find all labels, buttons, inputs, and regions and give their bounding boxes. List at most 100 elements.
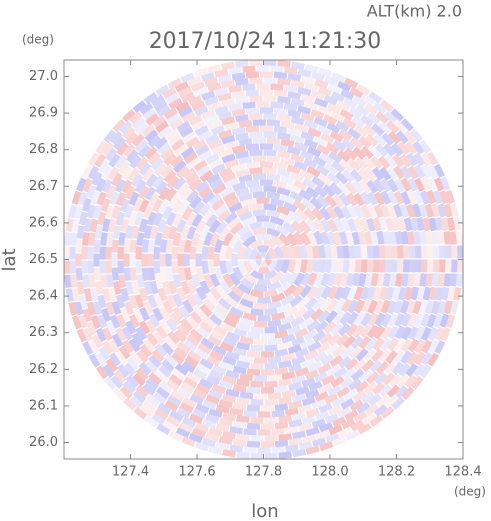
x-tick-label: 127.8 — [245, 465, 282, 480]
echo-cell — [195, 403, 210, 414]
echo-cell — [375, 143, 389, 158]
echo-cell — [155, 84, 170, 97]
echo-cell — [250, 269, 264, 280]
echo-cell — [427, 326, 439, 341]
echo-cell — [414, 259, 422, 273]
echo-cell — [229, 306, 244, 318]
echo-cell — [236, 378, 250, 387]
echo-cell — [243, 446, 257, 454]
echo-cell — [101, 178, 113, 193]
echo-cell — [223, 316, 238, 328]
echo-cell — [393, 300, 404, 315]
echo-cell — [232, 266, 245, 281]
echo-cell — [324, 413, 339, 424]
echo-cell — [373, 203, 384, 219]
echo-cell — [410, 128, 423, 143]
echo-cell — [354, 156, 368, 171]
echo-cell — [194, 347, 209, 360]
echo-cell — [177, 86, 193, 98]
echo-cell — [182, 131, 197, 144]
echo-cell — [134, 294, 145, 309]
echo-cell — [142, 107, 157, 121]
echo-cell — [236, 341, 251, 351]
echo-cell — [99, 260, 107, 274]
echo-cell — [78, 314, 88, 329]
echo-cell — [218, 226, 231, 241]
echo-cell — [167, 394, 182, 407]
echo-cell — [267, 280, 282, 292]
echo-cell — [136, 274, 145, 288]
echo-cell — [185, 172, 200, 186]
echo-cell — [231, 145, 246, 154]
echo-cell — [135, 260, 143, 274]
echo-cell — [239, 373, 254, 382]
echo-cell — [144, 146, 158, 160]
echo-cell — [222, 273, 235, 288]
echo-cell — [291, 374, 306, 385]
echo-cell — [166, 415, 181, 427]
echo-cell — [205, 375, 221, 386]
echo-cell — [123, 267, 132, 282]
echo-cell — [312, 437, 327, 447]
echo-cell — [252, 227, 267, 236]
echo-cell — [359, 217, 370, 232]
echo-cell — [345, 323, 359, 337]
echo-cell — [201, 260, 210, 275]
echo-cell — [355, 380, 369, 394]
echo-cell — [94, 153, 107, 168]
echo-cell — [353, 204, 365, 219]
echo-cell — [378, 348, 392, 363]
echo-cell — [101, 340, 114, 355]
echo-cell — [225, 260, 234, 275]
echo-cell — [384, 259, 392, 273]
echo-cell — [286, 271, 299, 286]
echo-cell — [222, 449, 236, 458]
echo-cell — [87, 165, 100, 180]
echo-cell — [249, 77, 263, 85]
echo-cell — [384, 154, 398, 168]
echo-cell — [189, 328, 204, 342]
echo-cell — [70, 232, 78, 246]
echo-cell — [231, 90, 246, 99]
echo-cell — [352, 146, 366, 160]
echo-cell — [153, 391, 167, 405]
echo-cell — [391, 396, 405, 410]
echo-cell — [188, 432, 203, 444]
echo-cell — [168, 430, 183, 442]
echo-cell — [366, 203, 378, 219]
echo-cell — [394, 325, 406, 340]
echo-cell — [449, 273, 457, 287]
echo-cell — [239, 336, 254, 345]
echo-cell — [71, 218, 80, 233]
echo-cell — [78, 211, 88, 226]
echo-cell — [327, 384, 342, 397]
echo-cell — [379, 166, 392, 181]
echo-cell — [278, 271, 292, 286]
echo-cell — [341, 138, 356, 151]
echo-cell — [263, 167, 277, 175]
echo-cell — [193, 86, 209, 97]
echo-cell — [138, 361, 152, 376]
echo-cell — [168, 97, 183, 110]
echo-cell — [86, 184, 97, 199]
echo-cell — [293, 179, 308, 191]
echo-cell — [329, 130, 344, 143]
echo-cell — [153, 162, 167, 177]
echo-cell — [215, 285, 229, 300]
echo-cell — [194, 441, 209, 452]
echo-cell — [344, 357, 359, 371]
echo-cell — [154, 136, 168, 150]
echo-cell — [370, 231, 379, 245]
echo-cell — [189, 195, 202, 209]
echo-cell — [270, 101, 284, 109]
echo-cell — [328, 404, 343, 416]
echo-cell — [186, 280, 197, 295]
echo-cell — [217, 111, 232, 121]
echo-cell — [142, 205, 154, 220]
echo-cell — [228, 201, 243, 214]
echo-cell — [373, 325, 386, 340]
echo-cell — [382, 231, 391, 245]
echo-cell — [119, 120, 133, 135]
echo-cell — [218, 167, 233, 178]
echo-cell — [398, 362, 411, 377]
